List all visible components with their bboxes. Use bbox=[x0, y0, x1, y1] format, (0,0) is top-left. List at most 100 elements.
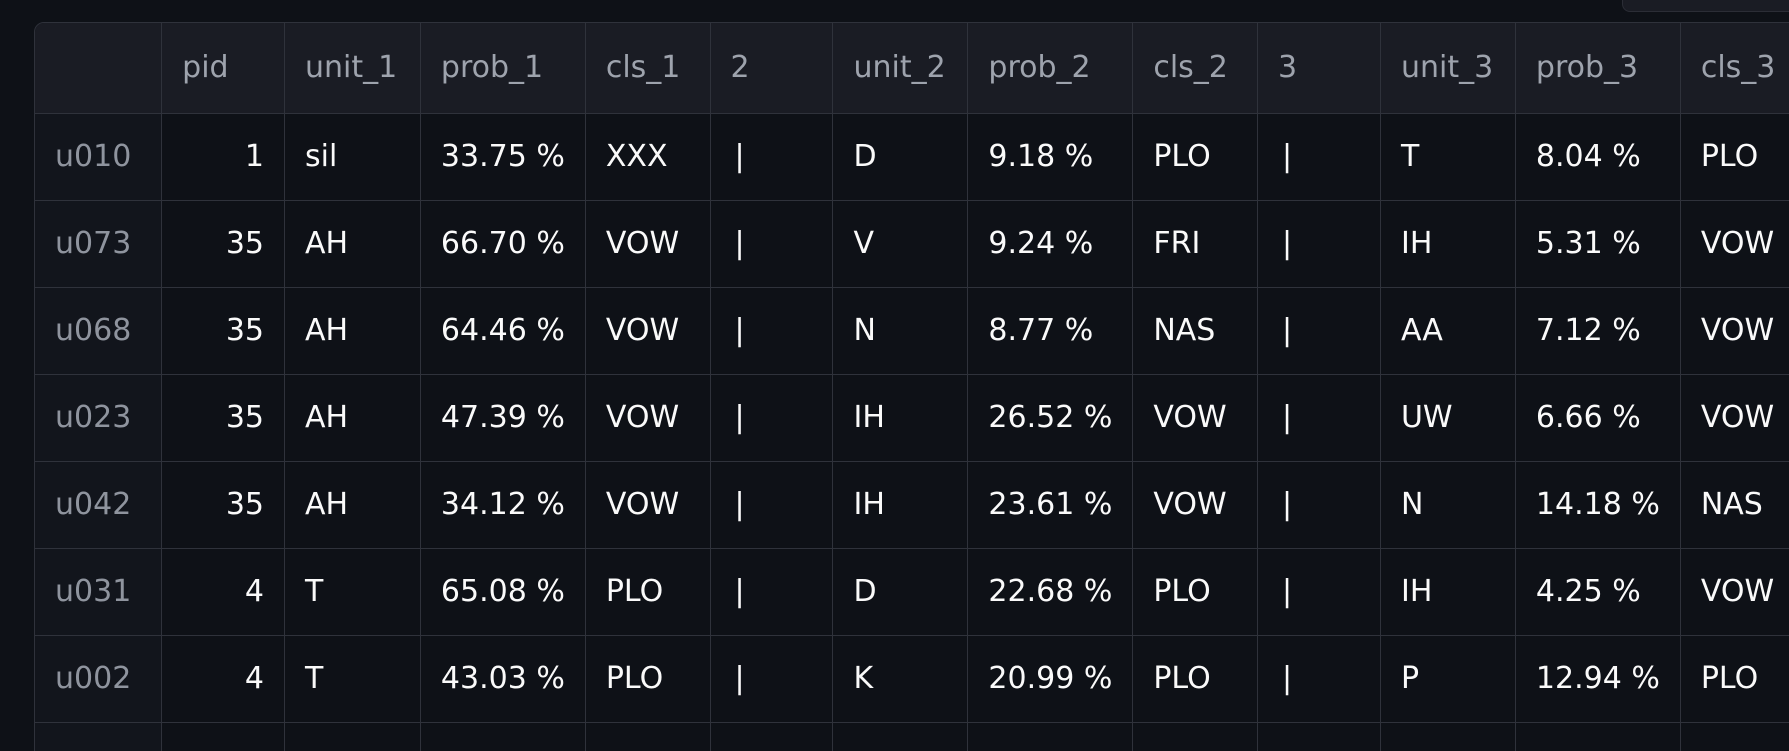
cls-2-cell[interactable]: PLO bbox=[1132, 548, 1259, 636]
column-header-2[interactable]: 2 bbox=[710, 23, 834, 114]
pid-cell[interactable]: 35 bbox=[161, 287, 285, 375]
cls-2-cell[interactable]: VOW bbox=[1132, 374, 1259, 462]
pid-cell[interactable]: 4 bbox=[161, 548, 285, 636]
column-header-cls-2[interactable]: cls_2 bbox=[1132, 23, 1259, 114]
table-row[interactable]: u002 4 T 43.03 % PLO | K 20.99 % PLO | P… bbox=[35, 635, 1789, 723]
table-row[interactable]: u023 35 AH 47.39 % VOW | IH 26.52 % VOW … bbox=[35, 374, 1789, 462]
cls-1-cell[interactable] bbox=[585, 722, 711, 751]
unit-3-cell[interactable]: UW bbox=[1380, 374, 1516, 462]
column-header-unit-1[interactable]: unit_1 bbox=[284, 23, 421, 114]
row-index-cell[interactable]: u073 bbox=[35, 200, 163, 288]
unit-2-cell[interactable]: V bbox=[832, 200, 969, 288]
pid-cell[interactable]: 35 bbox=[161, 461, 285, 549]
column-header-prob-3[interactable]: prob_3 bbox=[1515, 23, 1681, 114]
row-index-cell[interactable]: u002 bbox=[35, 635, 163, 723]
separator-2-cell[interactable]: | bbox=[710, 548, 834, 636]
column-header-unit-3[interactable]: unit_3 bbox=[1380, 23, 1516, 114]
separator-2-cell[interactable]: | bbox=[710, 200, 834, 288]
cls-3-cell[interactable]: VOW bbox=[1680, 287, 1789, 375]
prob-2-cell[interactable]: 8.77 % bbox=[967, 287, 1134, 375]
cls-2-cell[interactable]: PLO bbox=[1132, 113, 1259, 201]
table-row[interactable]: | bbox=[35, 722, 1789, 751]
unit-3-cell[interactable]: IH bbox=[1380, 200, 1516, 288]
cls-3-cell[interactable]: VOW bbox=[1680, 374, 1789, 462]
cls-3-cell[interactable]: PLO bbox=[1680, 635, 1789, 723]
column-header-prob-1[interactable]: prob_1 bbox=[420, 23, 586, 114]
column-header-cls-1[interactable]: cls_1 bbox=[585, 23, 711, 114]
unit-3-cell[interactable]: IH bbox=[1380, 548, 1516, 636]
dataframe-container[interactable]: pid unit_1 prob_1 cls_1 2 unit_2 prob_2 … bbox=[34, 22, 1789, 751]
unit-3-cell[interactable] bbox=[1380, 722, 1516, 751]
cls-1-cell[interactable]: PLO bbox=[585, 548, 711, 636]
unit-1-cell[interactable]: AH bbox=[284, 287, 421, 375]
prob-1-cell[interactable]: 43.03 % bbox=[420, 635, 586, 723]
prob-2-cell[interactable] bbox=[967, 722, 1134, 751]
prob-1-cell[interactable]: 64.46 % bbox=[420, 287, 586, 375]
cls-3-cell[interactable]: PLO bbox=[1680, 113, 1789, 201]
table-row[interactable]: u042 35 AH 34.12 % VOW | IH 23.61 % VOW … bbox=[35, 461, 1789, 549]
separator-2-cell[interactable]: | bbox=[710, 635, 834, 723]
separator-3-cell[interactable]: | bbox=[1257, 374, 1381, 462]
unit-2-cell[interactable] bbox=[832, 722, 969, 751]
column-header-pid[interactable]: pid bbox=[161, 23, 285, 114]
unit-1-cell[interactable]: AH bbox=[284, 461, 421, 549]
unit-2-cell[interactable]: IH bbox=[832, 461, 969, 549]
cls-2-cell[interactable] bbox=[1132, 722, 1259, 751]
separator-2-cell[interactable]: | bbox=[710, 287, 834, 375]
pid-cell[interactable]: 1 bbox=[161, 113, 285, 201]
index-header[interactable] bbox=[35, 23, 163, 114]
separator-3-cell[interactable]: | bbox=[1257, 461, 1381, 549]
cls-3-cell[interactable] bbox=[1680, 722, 1789, 751]
prob-3-cell[interactable] bbox=[1515, 722, 1681, 751]
unit-1-cell[interactable]: AH bbox=[284, 200, 421, 288]
unit-2-cell[interactable]: K bbox=[832, 635, 969, 723]
cls-2-cell[interactable]: PLO bbox=[1132, 635, 1259, 723]
separator-3-cell[interactable]: | bbox=[1257, 113, 1381, 201]
unit-2-cell[interactable]: N bbox=[832, 287, 969, 375]
prob-1-cell[interactable]: 47.39 % bbox=[420, 374, 586, 462]
cls-2-cell[interactable]: NAS bbox=[1132, 287, 1259, 375]
unit-2-cell[interactable]: D bbox=[832, 548, 969, 636]
prob-2-cell[interactable]: 26.52 % bbox=[967, 374, 1134, 462]
prob-3-cell[interactable]: 5.31 % bbox=[1515, 200, 1681, 288]
unit-3-cell[interactable]: N bbox=[1380, 461, 1516, 549]
column-header-cls-3[interactable]: cls_3 bbox=[1680, 23, 1789, 114]
pid-cell[interactable]: 35 bbox=[161, 200, 285, 288]
cls-1-cell[interactable]: XXX bbox=[585, 113, 711, 201]
separator-3-cell[interactable]: | bbox=[1257, 287, 1381, 375]
separator-3-cell[interactable]: | bbox=[1257, 635, 1381, 723]
row-index-cell[interactable]: u023 bbox=[35, 374, 163, 462]
prob-2-cell[interactable]: 23.61 % bbox=[967, 461, 1134, 549]
prob-2-cell[interactable]: 20.99 % bbox=[967, 635, 1134, 723]
table-row[interactable]: u010 1 sil 33.75 % XXX | D 9.18 % PLO | … bbox=[35, 113, 1789, 201]
prob-3-cell[interactable]: 6.66 % bbox=[1515, 374, 1681, 462]
prob-1-cell[interactable]: 65.08 % bbox=[420, 548, 586, 636]
row-index-cell[interactable] bbox=[35, 722, 163, 751]
unit-3-cell[interactable]: T bbox=[1380, 113, 1516, 201]
prob-3-cell[interactable]: 7.12 % bbox=[1515, 287, 1681, 375]
cls-2-cell[interactable]: FRI bbox=[1132, 200, 1259, 288]
cls-1-cell[interactable]: VOW bbox=[585, 200, 711, 288]
pid-cell[interactable]: 35 bbox=[161, 374, 285, 462]
row-index-cell[interactable]: u068 bbox=[35, 287, 163, 375]
pid-cell[interactable]: 4 bbox=[161, 635, 285, 723]
unit-3-cell[interactable]: P bbox=[1380, 635, 1516, 723]
cls-1-cell[interactable]: PLO bbox=[585, 635, 711, 723]
cls-1-cell[interactable]: VOW bbox=[585, 374, 711, 462]
separator-3-cell[interactable]: | bbox=[1257, 548, 1381, 636]
separator-2-cell[interactable]: | bbox=[710, 374, 834, 462]
column-header-prob-2[interactable]: prob_2 bbox=[967, 23, 1134, 114]
unit-1-cell[interactable]: sil bbox=[284, 113, 421, 201]
unit-2-cell[interactable]: IH bbox=[832, 374, 969, 462]
table-row[interactable]: u031 4 T 65.08 % PLO | D 22.68 % PLO | I… bbox=[35, 548, 1789, 636]
row-index-cell[interactable]: u031 bbox=[35, 548, 163, 636]
separator-2-cell[interactable]: | bbox=[710, 113, 834, 201]
prob-1-cell[interactable]: 66.70 % bbox=[420, 200, 586, 288]
cls-2-cell[interactable]: VOW bbox=[1132, 461, 1259, 549]
table-row[interactable]: u068 35 AH 64.46 % VOW | N 8.77 % NAS | … bbox=[35, 287, 1789, 375]
prob-2-cell[interactable]: 9.24 % bbox=[967, 200, 1134, 288]
prob-1-cell[interactable]: 33.75 % bbox=[420, 113, 586, 201]
cls-3-cell[interactable]: VOW bbox=[1680, 200, 1789, 288]
prob-3-cell[interactable]: 4.25 % bbox=[1515, 548, 1681, 636]
column-header-3[interactable]: 3 bbox=[1257, 23, 1381, 114]
